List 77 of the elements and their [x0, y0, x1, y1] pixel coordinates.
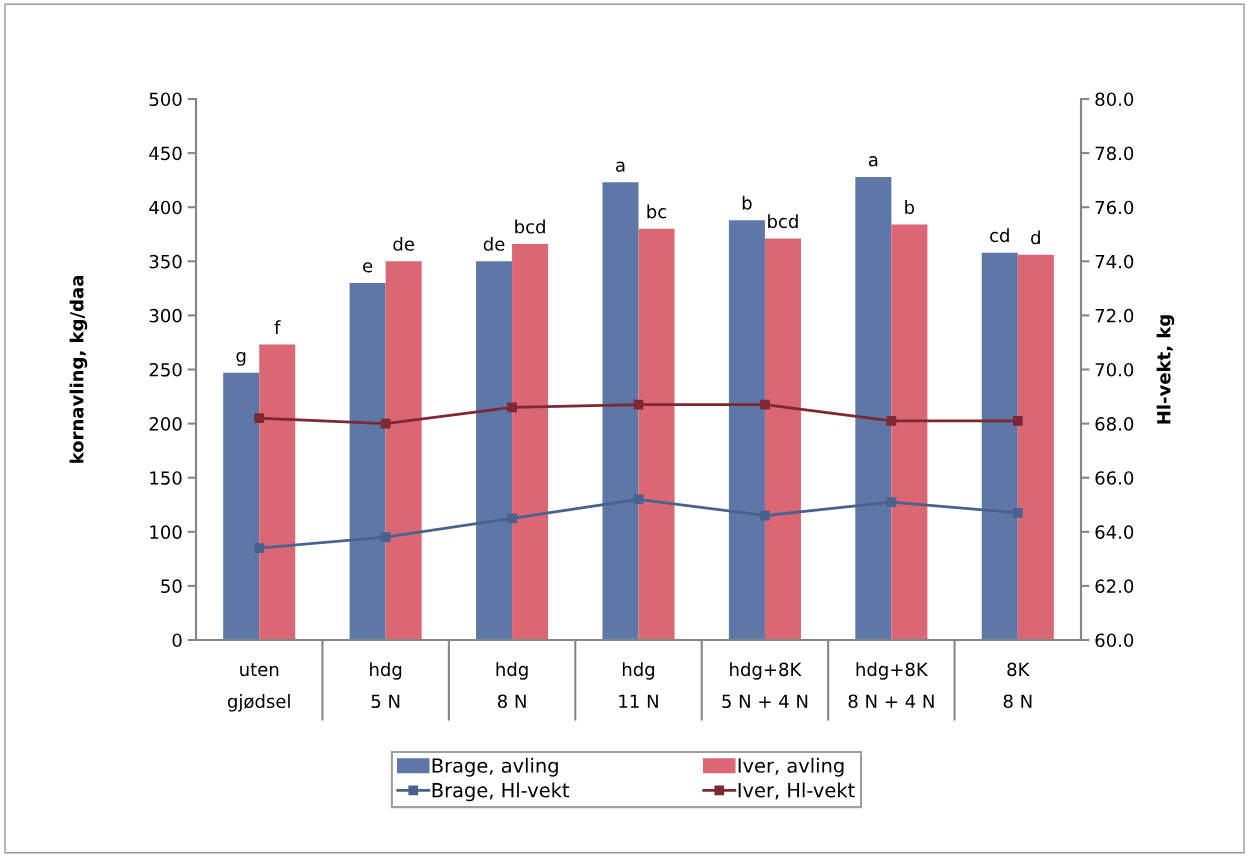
data-label: a — [616, 161, 625, 172]
point — [1012, 508, 1023, 518]
x-tick-label: hdg 5 N — [370, 662, 402, 709]
point — [507, 402, 517, 413]
bar — [1017, 254, 1054, 640]
legend-label: Iver, avling — [738, 757, 844, 777]
bar — [981, 252, 1018, 640]
bar — [349, 282, 386, 640]
y-tick-label: 250 — [149, 362, 182, 377]
y-tick-label: 100 — [150, 525, 182, 539]
bar — [602, 182, 639, 640]
y-tick-label: 400 — [149, 200, 182, 215]
bar — [512, 243, 549, 640]
x-tick-label: hdg 8 N — [496, 662, 528, 709]
y-tick-label: 300 — [149, 308, 182, 323]
point — [380, 532, 391, 543]
y2-tick-label: 80.0 — [1095, 92, 1134, 107]
bar — [223, 372, 260, 640]
bar — [728, 220, 765, 640]
y2-tick-label: 60.0 — [1095, 633, 1134, 648]
y2-tick-label: 70.0 — [1095, 362, 1134, 377]
x-tick-label: 8K 8 N — [1003, 662, 1032, 709]
point — [633, 494, 644, 505]
y-tick-label: 350 — [149, 254, 182, 269]
y2-tick-label: 74.0 — [1095, 254, 1134, 269]
bar — [638, 228, 675, 640]
bar — [891, 224, 928, 640]
point — [886, 416, 897, 426]
bar — [385, 261, 422, 640]
y2-tick-label: 76.0 — [1095, 200, 1134, 215]
y2-tick-label: 64.0 — [1095, 525, 1134, 539]
data-label: a — [868, 156, 878, 167]
data-label: bcd — [515, 219, 545, 234]
point — [380, 418, 391, 429]
point — [760, 399, 770, 410]
y-tick-label: 450 — [149, 146, 182, 161]
y2-tick-label: 66.0 — [1095, 471, 1134, 485]
data-label: b — [905, 200, 915, 215]
x-tick-label: hdg+8K 8 N + 4 N — [848, 662, 934, 709]
y-axis-title: kornavling, kg/daa — [69, 276, 88, 463]
data-label: bc — [647, 204, 667, 219]
point — [507, 513, 517, 524]
data-label: cd — [990, 228, 1009, 243]
data-label: bcd — [768, 214, 798, 229]
y2-axis-title: Hl-vekt, kg — [1156, 315, 1175, 424]
x-tick-label: hdg+8K 5 N + 4 N — [722, 662, 808, 709]
y2-tick-label: 68.0 — [1095, 417, 1134, 431]
data-label: f — [274, 320, 281, 334]
data-label: de — [393, 236, 414, 251]
legend-label: Iver, Hl-vekt — [738, 782, 855, 800]
point — [633, 399, 644, 410]
y-tick-label: 50 — [161, 579, 182, 594]
x-tick-label: uten gjødsel — [227, 663, 290, 712]
y-tick-label: 200 — [149, 417, 182, 431]
point — [1012, 416, 1023, 426]
data-label: d — [1031, 230, 1040, 245]
data-label: b — [742, 195, 752, 210]
y2-tick-label: 78.0 — [1095, 146, 1134, 161]
legend-label: Brage, avling — [432, 757, 558, 777]
point — [254, 543, 265, 553]
y-tick-label: 150 — [150, 471, 182, 485]
bar — [855, 176, 892, 640]
point — [760, 510, 770, 521]
bar — [764, 238, 801, 640]
data-label: g — [236, 351, 246, 366]
bar — [259, 344, 296, 640]
data-label: de — [483, 236, 505, 251]
point — [254, 413, 265, 424]
y-tick-label: 0 — [172, 633, 182, 648]
y2-tick-label: 62.0 — [1095, 579, 1134, 594]
legend-label: Brage, Hl-vekt — [432, 782, 570, 802]
bar — [476, 261, 513, 640]
y2-tick-label: 72.0 — [1095, 308, 1134, 323]
point — [886, 497, 897, 507]
data-label: e — [363, 262, 373, 273]
x-tick-label: hdg 11 N — [619, 662, 658, 708]
y-tick-label: 500 — [149, 92, 182, 107]
